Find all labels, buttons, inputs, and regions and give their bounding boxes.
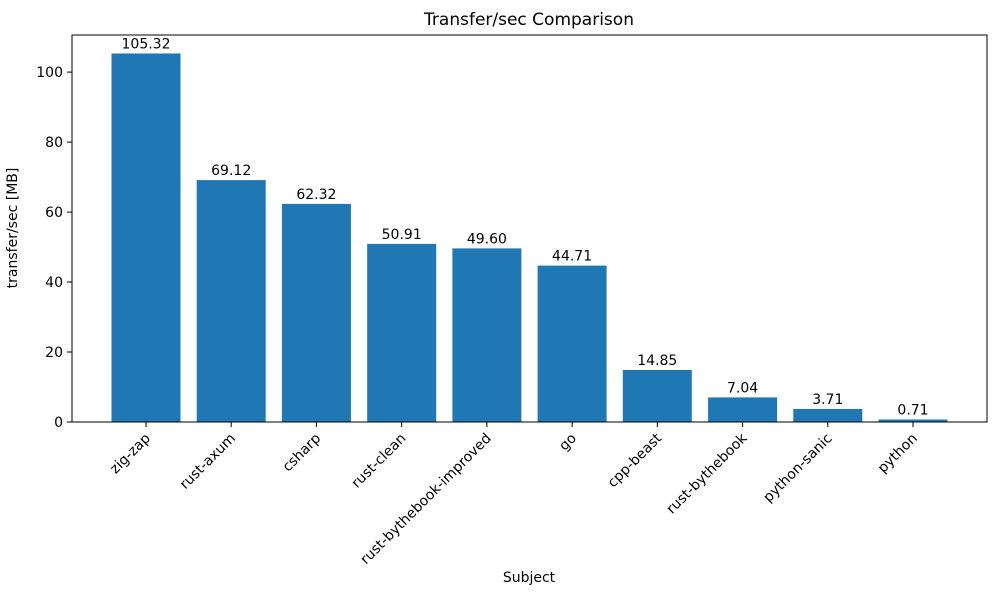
bar-value-label: 3.71 (812, 392, 843, 408)
bar (452, 248, 522, 422)
y-tick-label: 0 (54, 415, 63, 431)
y-tick-label: 80 (45, 135, 63, 151)
bar-value-label: 62.32 (296, 187, 336, 203)
y-tick-label: 100 (36, 65, 63, 81)
x-axis-label: Subject (503, 570, 556, 586)
x-tick-label: csharp (280, 430, 325, 475)
x-tick-label: rust-axum (177, 431, 239, 493)
bar (367, 243, 437, 422)
y-tick-label: 20 (45, 345, 63, 361)
x-tick-label: zig-zap (107, 430, 154, 477)
bar-value-label: 7.04 (727, 380, 758, 396)
bar (622, 370, 692, 422)
bar (793, 409, 863, 422)
bar (878, 419, 948, 422)
chart-title: Transfer/sec Comparison (423, 10, 634, 30)
bar-value-label: 69.12 (211, 163, 251, 179)
bar (111, 53, 181, 422)
y-tick-label: 60 (45, 205, 63, 221)
x-tick-label: rust-clean (349, 431, 410, 492)
x-tick-label: python (875, 431, 921, 477)
bar (708, 397, 778, 422)
bar-value-label: 49.60 (467, 231, 507, 247)
x-tick-label: go (556, 431, 580, 455)
x-tick-label: rust-bythebook (664, 430, 751, 517)
bar-value-label: 14.85 (637, 353, 677, 369)
bar-value-label: 50.91 (382, 227, 422, 243)
bar-value-label: 105.32 (122, 37, 171, 53)
bar (537, 265, 607, 422)
y-tick-label: 40 (45, 275, 63, 291)
bar-value-label: 44.71 (552, 249, 592, 265)
bar-value-label: 0.71 (897, 403, 928, 419)
axes-frame (71, 34, 988, 423)
x-tick-label: python-sanic (760, 431, 835, 506)
x-tick-label: cpp-beast (605, 430, 666, 491)
y-axis-label: transfer/sec [MB] (5, 168, 21, 289)
bar (196, 180, 266, 422)
plot-area: 105.32 69.12 62.32 50.91 49.60 44.71 14.85 7.04… (36, 34, 988, 568)
bar (281, 203, 351, 422)
